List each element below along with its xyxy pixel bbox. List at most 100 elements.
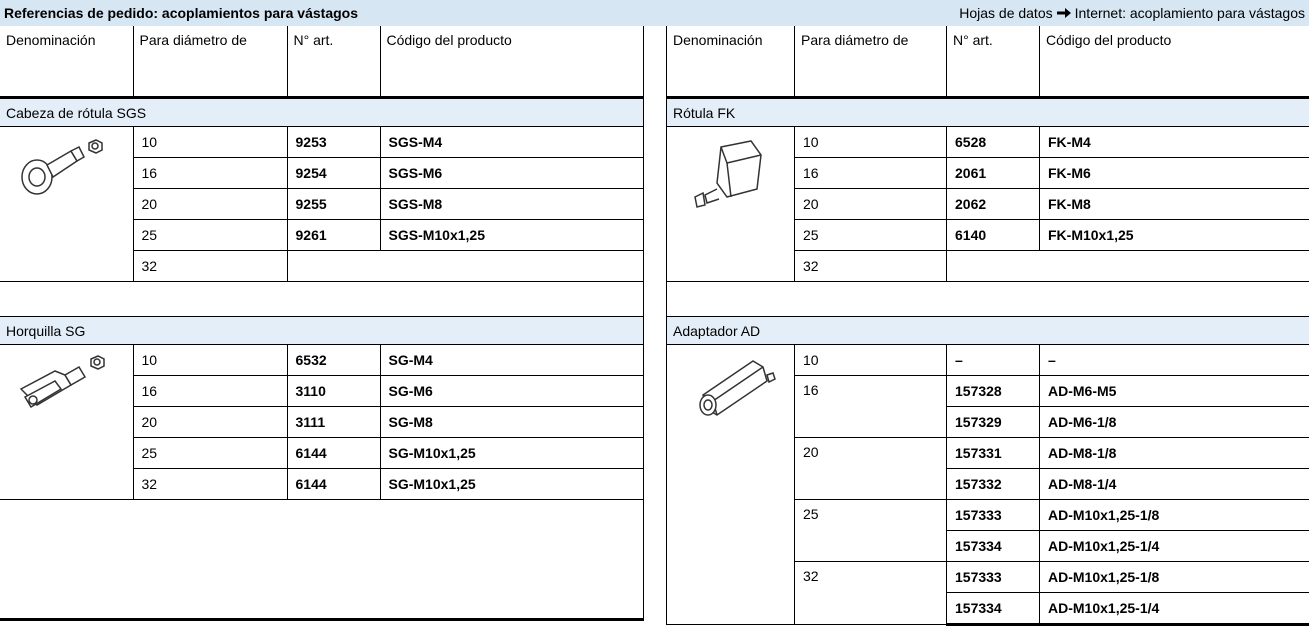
section-title: Cabeza de rótula SGS	[0, 97, 643, 127]
product-row: 20 157331 AD-M8-1/8	[667, 437, 1309, 500]
product-row: 157329 AD-M6-1/8	[667, 406, 1309, 438]
product-row: 16 3110 SG-M6	[0, 375, 643, 407]
part-number: 9261	[287, 219, 381, 251]
part-number: 2062	[946, 188, 1040, 220]
column-header: Código del producto	[1039, 26, 1309, 99]
product-row: 25 6144 SG-M10x1,25	[0, 437, 643, 469]
diameter: 20	[133, 188, 288, 220]
product-image	[0, 126, 134, 282]
part-number: 6140	[946, 219, 1040, 251]
part-number: 157333	[946, 561, 1040, 593]
part-number: 6144	[287, 468, 381, 500]
section-title: Adaptador AD	[666, 316, 1309, 345]
column-header: Denominación	[0, 26, 134, 99]
arrow-icon	[1056, 8, 1071, 18]
header: Referencias de pedido: acoplamientos par…	[0, 0, 1309, 26]
part-number: 157333	[946, 499, 1040, 531]
product-code: AD-M8-1/8	[1039, 437, 1309, 469]
product-code: AD-M10x1,25-1/4	[1039, 530, 1309, 562]
part-number: 157328	[946, 375, 1040, 407]
part-number: 9255	[287, 188, 381, 220]
product-code: –	[1039, 344, 1309, 376]
column-header: N° art.	[946, 26, 1040, 99]
product-row: 157334 AD-M10x1,25-1/4	[667, 530, 1309, 562]
column-header-row: Denominación Para diámetro de N° art. Códig…	[666, 26, 1309, 99]
product-row: 157332 AD-M8-1/4	[667, 468, 1309, 500]
spacer-cell	[666, 281, 1309, 317]
product-row: 32 157333 AD-M10x1,25-1/8	[667, 561, 1309, 625]
link-text: Internet: acoplamiento para vástagos	[1074, 5, 1305, 21]
order-table: Denominación Para diámetro de N° art. Códig…	[666, 26, 1309, 626]
product-code: SGS-M6	[380, 157, 643, 189]
section-title: Rótula FK	[666, 97, 1309, 127]
part-number: 9254	[287, 157, 381, 189]
product-row: 20 2062 FK-M8	[667, 188, 1309, 220]
part-number: 9253	[287, 126, 381, 158]
section-row: Horquilla SG	[0, 316, 643, 345]
part-number: 6532	[287, 344, 381, 376]
part-number: 6528	[946, 126, 1040, 158]
diameter: 25	[794, 219, 947, 251]
product-code: AD-M8-1/4	[1039, 468, 1309, 500]
product-code: AD-M10x1,25-1/8	[1039, 499, 1309, 531]
product-row: 25 9261 SGS-M10x1,25	[0, 219, 643, 251]
part-number: 3111	[287, 406, 381, 438]
spacer-row	[0, 281, 643, 317]
column-header: Denominación	[666, 26, 795, 99]
product-code: SGS-M4	[380, 126, 643, 158]
part-number: 157334	[946, 592, 1040, 626]
product-row: 16 2061 FK-M6	[667, 157, 1309, 189]
product-code: SG-M10x1,25	[380, 468, 643, 500]
product-code: SG-M8	[380, 406, 643, 438]
order-table: Denominación Para diámetro de N° art. Códig…	[0, 26, 644, 621]
rod-eye-icon	[21, 139, 103, 195]
product-row: 157334 AD-M10x1,25-1/4	[667, 592, 1309, 626]
product-code: FK-M8	[1039, 188, 1309, 220]
product-code: SGS-M8	[380, 188, 643, 220]
part-number: –	[946, 344, 1040, 376]
column-header: Código del producto	[380, 26, 643, 99]
spacer-row	[666, 281, 1309, 317]
product-code: AD-M6-M5	[1039, 375, 1309, 407]
empty-cell	[287, 250, 643, 282]
part-number: 157332	[946, 468, 1040, 500]
header-links: Hojas de datos Internet: acoplamiento pa…	[959, 5, 1305, 21]
section-title: Horquilla SG	[0, 316, 643, 345]
part-number: 157329	[946, 406, 1040, 438]
section-row: Adaptador AD	[666, 316, 1309, 345]
product-code: FK-M4	[1039, 126, 1309, 158]
diameter: 20	[794, 437, 947, 500]
diameter: 10	[794, 344, 947, 376]
product-code: SG-M6	[380, 375, 643, 407]
header-title: Referencias de pedido: acoplamientos par…	[4, 5, 359, 21]
clevis-icon	[20, 355, 105, 409]
product-image	[666, 344, 795, 625]
product-row: 20 9255 SGS-M8	[0, 188, 643, 220]
diameter: 16	[794, 375, 947, 438]
part-number: 157331	[946, 437, 1040, 469]
diameter: 25	[794, 499, 947, 562]
product-code: AD-M6-1/8	[1039, 406, 1309, 438]
product-row: 32	[0, 250, 643, 282]
product-code: AD-M10x1,25-1/8	[1039, 561, 1309, 593]
product-row: 25 157333 AD-M10x1,25-1/8	[667, 499, 1309, 562]
spacer-cell	[0, 281, 643, 317]
diameter: 16	[133, 157, 288, 189]
product-code: AD-M10x1,25-1/4	[1039, 592, 1309, 626]
product-row: 10 6528 FK-M4	[666, 126, 1309, 282]
empty-cell	[946, 250, 1309, 282]
product-code: SGS-M10x1,25	[380, 219, 643, 251]
part-number: 3110	[287, 375, 381, 407]
product-code: SG-M4	[380, 344, 643, 376]
diameter: 25	[133, 219, 288, 251]
column-header: Para diámetro de	[794, 26, 947, 99]
filler-row	[0, 499, 643, 621]
section-row: Cabeza de rótula SGS	[0, 97, 643, 127]
product-row: 32	[667, 250, 1309, 282]
product-row: 10 9253 SGS-M4	[0, 126, 643, 282]
product-row: 25 6140 FK-M10x1,25	[667, 219, 1309, 251]
diameter: 16	[794, 157, 947, 189]
product-row: 16 9254 SGS-M6	[0, 157, 643, 189]
diameter: 32	[794, 250, 947, 282]
